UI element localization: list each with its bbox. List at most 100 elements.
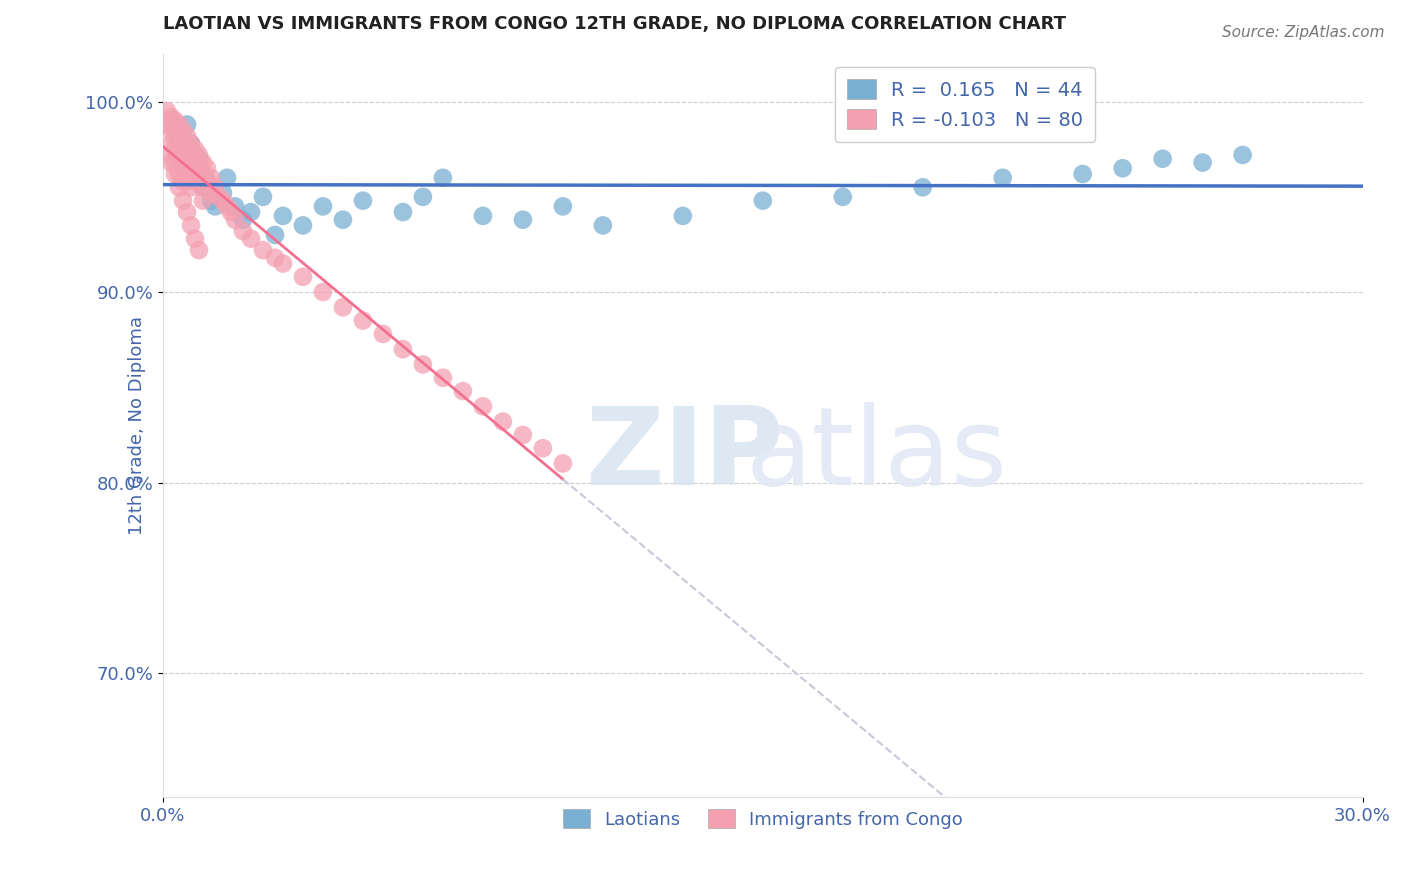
Legend: Laotians, Immigrants from Congo: Laotians, Immigrants from Congo	[555, 802, 970, 836]
Point	[264, 251, 287, 265]
Point	[200, 170, 222, 185]
Point	[188, 170, 211, 185]
Point	[291, 269, 314, 284]
Point	[451, 384, 474, 398]
Point	[831, 190, 853, 204]
Y-axis label: 12th Grade, No Diploma: 12th Grade, No Diploma	[128, 316, 146, 535]
Point	[172, 152, 194, 166]
Point	[471, 400, 494, 414]
Point	[252, 190, 274, 204]
Point	[188, 243, 211, 257]
Point	[204, 180, 226, 194]
Point	[512, 428, 534, 442]
Point	[180, 148, 202, 162]
Point	[240, 232, 263, 246]
Point	[215, 170, 238, 185]
Point	[160, 110, 183, 124]
Point	[232, 224, 254, 238]
Point	[215, 199, 238, 213]
Point	[180, 180, 202, 194]
Point	[167, 180, 190, 194]
Point	[160, 123, 183, 137]
Point	[184, 142, 207, 156]
Point	[163, 155, 186, 169]
Point	[224, 199, 246, 213]
Point	[204, 199, 226, 213]
Text: ZIP: ZIP	[585, 402, 785, 508]
Point	[184, 161, 207, 176]
Point	[191, 180, 214, 194]
Point	[412, 358, 434, 372]
Point	[167, 142, 190, 156]
Point	[176, 128, 198, 143]
Text: LAOTIAN VS IMMIGRANTS FROM CONGO 12TH GRADE, NO DIPLOMA CORRELATION CHART: LAOTIAN VS IMMIGRANTS FROM CONGO 12TH GR…	[163, 15, 1066, 33]
Point	[184, 232, 207, 246]
Point	[208, 190, 231, 204]
Point	[551, 199, 574, 213]
Text: Source: ZipAtlas.com: Source: ZipAtlas.com	[1222, 25, 1385, 40]
Point	[172, 123, 194, 137]
Point	[180, 219, 202, 233]
Point	[212, 194, 235, 208]
Point	[176, 161, 198, 176]
Point	[176, 152, 198, 166]
Point	[160, 113, 183, 128]
Point	[191, 167, 214, 181]
Point	[191, 180, 214, 194]
Point	[392, 342, 415, 356]
Point	[160, 148, 183, 162]
Point	[163, 113, 186, 128]
Point	[195, 175, 218, 189]
Point	[172, 142, 194, 156]
Point	[1232, 148, 1254, 162]
Point	[991, 170, 1014, 185]
Point	[172, 175, 194, 189]
Point	[312, 285, 335, 299]
Point	[752, 194, 775, 208]
Point	[531, 442, 554, 456]
Point	[180, 136, 202, 151]
Point	[911, 180, 934, 194]
Point	[332, 212, 354, 227]
Point	[392, 205, 415, 219]
Point	[180, 155, 202, 169]
Point	[432, 170, 454, 185]
Point	[471, 209, 494, 223]
Point	[167, 128, 190, 143]
Text: atlas: atlas	[745, 402, 1008, 508]
Point	[163, 123, 186, 137]
Point	[163, 142, 186, 156]
Point	[180, 167, 202, 181]
Point	[167, 155, 190, 169]
Point	[188, 161, 211, 176]
Point	[432, 371, 454, 385]
Point	[160, 136, 183, 151]
Point	[167, 167, 190, 181]
Point	[172, 133, 194, 147]
Point	[332, 301, 354, 315]
Point	[195, 175, 218, 189]
Point	[551, 457, 574, 471]
Point	[271, 209, 294, 223]
Point	[176, 175, 198, 189]
Point	[1152, 152, 1174, 166]
Point	[352, 194, 374, 208]
Point	[176, 118, 198, 132]
Point	[188, 148, 211, 162]
Point	[156, 118, 179, 132]
Point	[492, 415, 515, 429]
Point	[1071, 167, 1094, 181]
Point	[176, 142, 198, 156]
Point	[188, 152, 211, 166]
Point	[160, 155, 183, 169]
Point	[412, 190, 434, 204]
Point	[172, 128, 194, 143]
Point	[188, 175, 211, 189]
Point	[264, 227, 287, 242]
Point	[1111, 161, 1133, 176]
Point	[184, 161, 207, 176]
Point	[172, 142, 194, 156]
Point	[672, 209, 695, 223]
Point	[352, 313, 374, 327]
Point	[156, 104, 179, 119]
